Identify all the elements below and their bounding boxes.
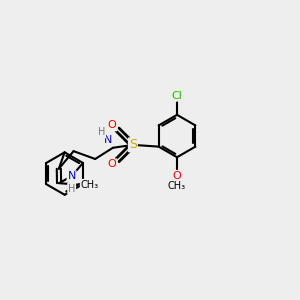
Text: Cl: Cl [172, 91, 182, 101]
Text: O: O [173, 171, 182, 181]
Text: H: H [98, 128, 105, 137]
Text: N: N [104, 135, 112, 145]
Text: CH₃: CH₃ [168, 181, 186, 191]
Text: O: O [108, 159, 117, 169]
Text: CH₃: CH₃ [81, 180, 99, 190]
Text: N: N [68, 171, 76, 181]
Text: S: S [129, 138, 137, 152]
Text: H: H [68, 184, 75, 194]
Text: O: O [108, 120, 117, 130]
